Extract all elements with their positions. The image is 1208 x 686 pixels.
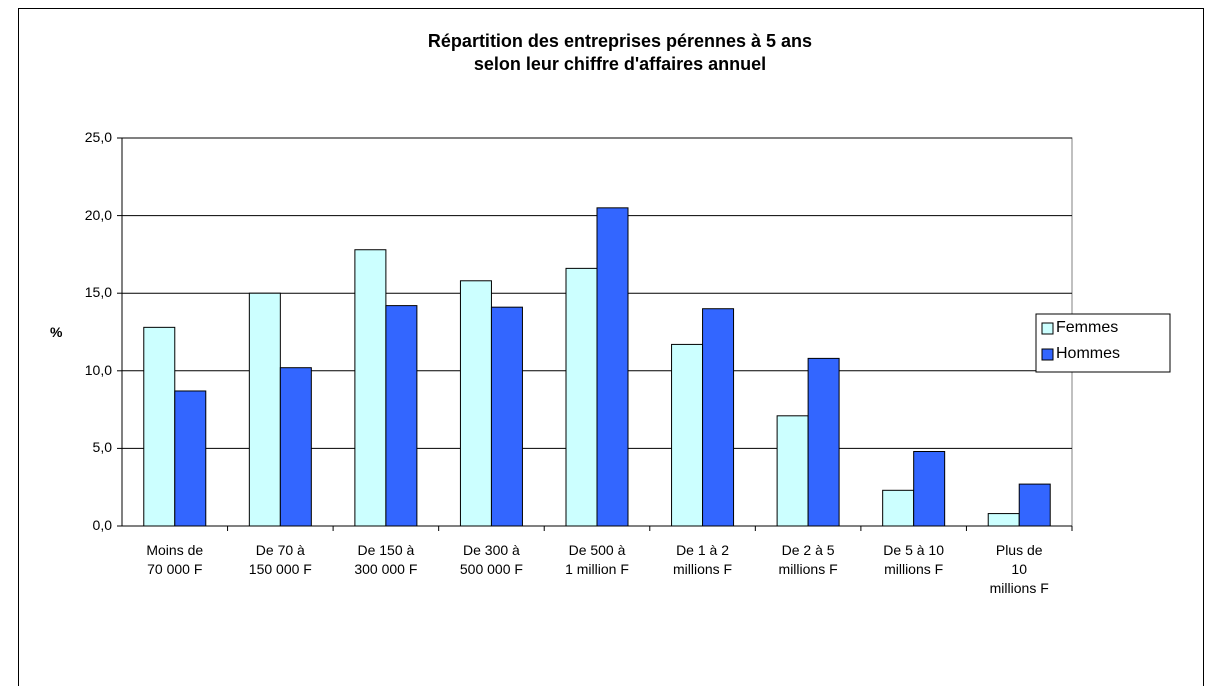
- bar: [459, 280, 492, 527]
- bar: [565, 267, 598, 527]
- legend-label: Femmes: [1056, 319, 1119, 336]
- y-axis-label: %: [50, 324, 63, 340]
- y-tick-label: 20,0: [84, 206, 112, 223]
- legend-box: [1035, 313, 1171, 373]
- x-tick-label: Moins de 70 000 F: [146, 542, 204, 577]
- y-tick-label: 0,0: [92, 517, 112, 533]
- bar: [174, 390, 207, 527]
- x-tick-label: De 150 à 300 000 F: [354, 542, 418, 577]
- bar: [807, 357, 840, 527]
- bar: [987, 513, 1020, 527]
- legend-swatch: [1041, 348, 1054, 361]
- x-tick-label: De 500 à 1 million F: [565, 542, 629, 577]
- bar: [776, 415, 809, 527]
- y-tick-label: 25,0: [84, 129, 112, 145]
- bar: [143, 326, 176, 527]
- y-tick-label: 10,0: [84, 361, 112, 378]
- x-tick-label: De 5 à 10 millions F: [883, 542, 944, 577]
- x-tick-label: De 70 à 150 000 F: [248, 542, 312, 577]
- bar: [354, 249, 387, 527]
- bar: [248, 292, 281, 527]
- bar: [671, 343, 704, 527]
- bar: [702, 308, 735, 527]
- bar: [385, 305, 418, 527]
- y-tick-label: 15,0: [84, 284, 112, 301]
- chart-title: Répartition des entreprises pérennes à 5…: [427, 31, 813, 74]
- bar: [882, 489, 915, 527]
- legend-label: Hommes: [1056, 345, 1121, 362]
- bar: [913, 451, 946, 527]
- bar: [490, 306, 523, 527]
- x-tick-label: De 300 à 500 000 F: [459, 542, 523, 577]
- chart-frame: [18, 8, 1204, 686]
- y-tick-label: 5,0: [92, 439, 112, 456]
- bar: [1018, 483, 1051, 527]
- x-tick-label: Plus de 10 millions F: [989, 542, 1049, 596]
- x-tick-label: De 1 à 2 millions F: [672, 542, 733, 577]
- bar: [596, 207, 629, 527]
- x-tick-label: De 2 à 5 millions F: [778, 542, 838, 577]
- bar: [279, 367, 312, 527]
- legend-swatch: [1041, 322, 1054, 335]
